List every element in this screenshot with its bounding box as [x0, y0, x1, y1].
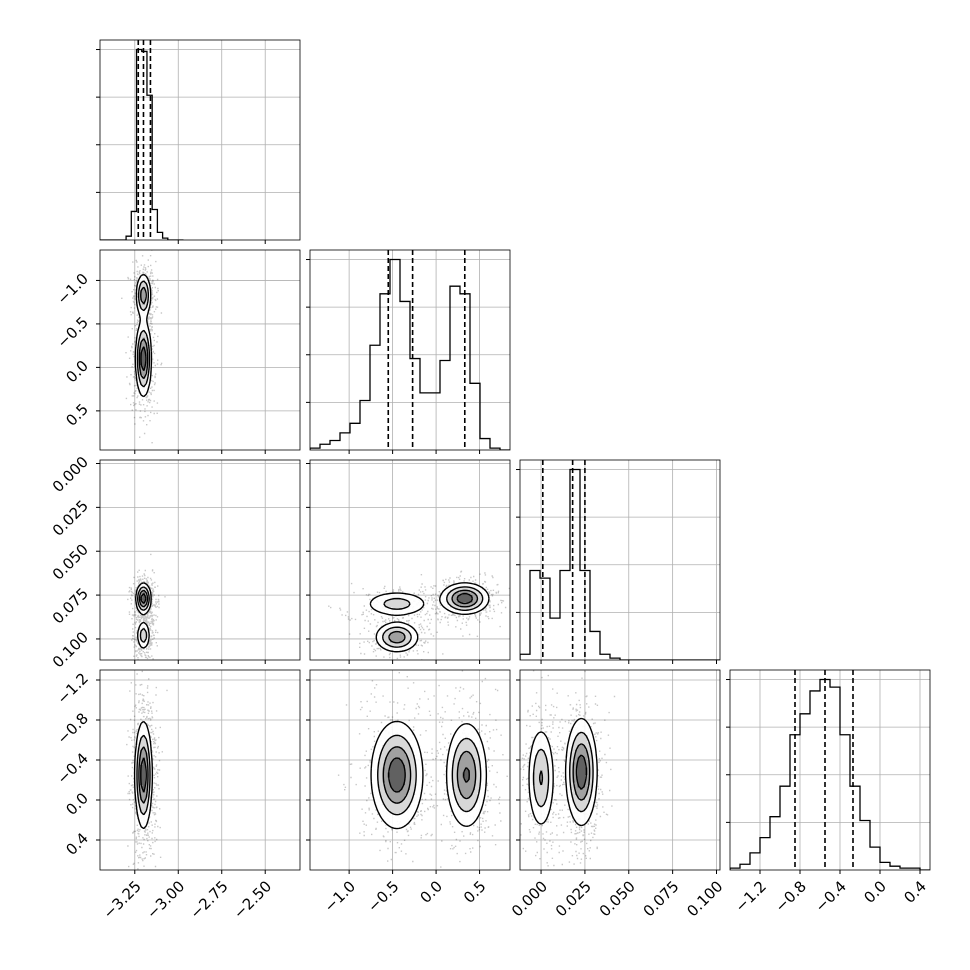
contour-line-0-3-1	[136, 734, 151, 816]
y-tick-label-2-1: 0.075	[49, 584, 92, 627]
contour-line-1-3-2	[382, 746, 477, 804]
scatter-points-0-2	[127, 553, 166, 660]
contour-fill-1-2-2	[390, 590, 478, 643]
x-tick-label-3-0: −1.2	[732, 877, 770, 915]
panel-frame-1-3	[309, 669, 511, 871]
scatter-panel-0-3	[96, 669, 301, 874]
scatter-panel-1-3-area	[310, 670, 510, 870]
histogram-step-2	[520, 468, 720, 660]
y-tick-label-3-3: −0.8	[54, 709, 92, 747]
contour-line-1-2-0	[369, 582, 490, 653]
hist-panel-2	[516, 459, 721, 664]
contour-line-1-3-3	[388, 757, 470, 793]
contour-line-0-2-0	[135, 582, 152, 649]
y-tick-label-2-4: 0.000	[49, 453, 92, 496]
scatter-panel-1-2-area	[310, 460, 510, 660]
y-tick-label-1-2: −0.5	[54, 313, 92, 351]
panel-frame-1-1	[309, 249, 511, 451]
scatter-panel-2-3	[516, 669, 721, 874]
y-tick-label-1-0: 0.5	[62, 400, 92, 430]
x-tick-label-1-3: 0.5	[460, 877, 490, 907]
scatter-panel-0-1	[96, 249, 301, 454]
hist-panel-0	[96, 39, 301, 244]
contour-line-2-3-1	[532, 731, 594, 813]
hist-panel-3	[726, 669, 931, 874]
x-tick-label-2-3: 0.075	[640, 877, 683, 920]
panel-frame-2-3	[519, 669, 721, 871]
x-tick-label-2-1: 0.025	[552, 877, 595, 920]
contour-line-0-1-2	[138, 286, 149, 380]
y-tick-label-1-1: 0.0	[62, 357, 92, 387]
histogram-step-0	[100, 48, 184, 240]
hist-panel-1-area	[310, 250, 510, 450]
contour-line-1-3-1	[377, 734, 482, 816]
panel-frame-3-3	[729, 669, 931, 871]
scatter-panel-0-1-area	[100, 250, 300, 450]
scatter-panel-2-3-area	[520, 670, 720, 870]
x-tick-label-1-0: −1.0	[321, 877, 359, 915]
x-tick-label-3-1: −0.8	[772, 877, 810, 915]
contour-line-0-1-0	[134, 273, 153, 398]
contour-line-0-2-3	[140, 593, 147, 605]
x-tick-label-0-0: −3.25	[100, 877, 145, 922]
x-tick-label-1-2: 0.0	[416, 877, 446, 907]
x-tick-label-0-2: −2.75	[187, 877, 232, 922]
scatter-panel-0-3-area	[100, 670, 300, 870]
scatter-points-1-3	[337, 670, 508, 868]
contour-line-0-3-0	[133, 720, 154, 830]
panel-frame-0-0	[99, 39, 301, 241]
contour-line-0-2-2	[138, 589, 149, 608]
contour-line-1-3-0	[370, 720, 488, 830]
panel-frame-1-2	[309, 459, 511, 661]
x-tick-label-2-0: 0.000	[508, 877, 551, 920]
contour-fill-1-3-3	[387, 757, 470, 793]
scatter-points-1-2	[328, 570, 510, 660]
panel-frame-2-2	[519, 459, 721, 661]
y-tick-label-3-2: −0.4	[54, 749, 92, 787]
hist-panel-3-area	[730, 670, 930, 870]
contour-line-0-3-2	[138, 746, 149, 804]
y-tick-label-3-0: 0.4	[62, 829, 92, 859]
scatter-panel-1-3	[306, 669, 511, 874]
x-tick-label-2-2: 0.050	[596, 877, 639, 920]
contour-line-1-2-3	[456, 592, 474, 605]
x-tick-label-3-2: −0.4	[812, 877, 850, 915]
contour-line-1-2-2	[388, 589, 479, 644]
x-tick-label-0-3: −2.50	[230, 877, 275, 922]
y-tick-label-2-3: 0.025	[49, 497, 92, 540]
y-tick-label-2-0: 0.100	[49, 628, 92, 671]
x-tick-label-3-3: 0.0	[860, 877, 890, 907]
contour-fill-1-3-2	[382, 747, 475, 803]
x-tick-label-0-1: −3.00	[143, 877, 188, 922]
hist-panel-1	[306, 249, 511, 454]
x-tick-label-2-4: 0.100	[683, 877, 726, 920]
x-tick-label-1-1: −0.5	[364, 877, 402, 915]
y-tick-label-1-3: −1.0	[54, 270, 92, 308]
contour-line-1-2-1	[382, 586, 484, 648]
y-tick-label-3-4: −1.2	[54, 669, 92, 707]
hist-panel-0-area	[100, 40, 300, 240]
scatter-panel-0-2	[96, 459, 301, 664]
contour-line-2-3-3	[575, 754, 588, 790]
histogram-step-1	[310, 258, 510, 450]
contour-line-0-1-3	[140, 346, 147, 372]
scatter-panel-1-2	[306, 459, 511, 664]
contour-line-0-2-1	[136, 586, 150, 643]
contour-line-2-3-0	[528, 717, 598, 827]
hist-panel-2-area	[520, 460, 720, 660]
contour-line-0-3-3	[140, 757, 147, 793]
panel-frame-0-1	[99, 249, 301, 451]
panel-frame-0-3	[99, 669, 301, 871]
y-tick-label-2-2: 0.050	[49, 541, 92, 584]
scatter-points-0-1	[121, 250, 163, 444]
y-tick-label-3-1: 0.0	[62, 789, 92, 819]
scatter-panel-0-2-area	[100, 460, 300, 660]
contour-line-0-1-1	[136, 280, 151, 388]
x-tick-label-3-4: 0.4	[900, 877, 930, 907]
panel-frame-0-2	[99, 459, 301, 661]
contour-line-2-3-2	[538, 743, 591, 801]
